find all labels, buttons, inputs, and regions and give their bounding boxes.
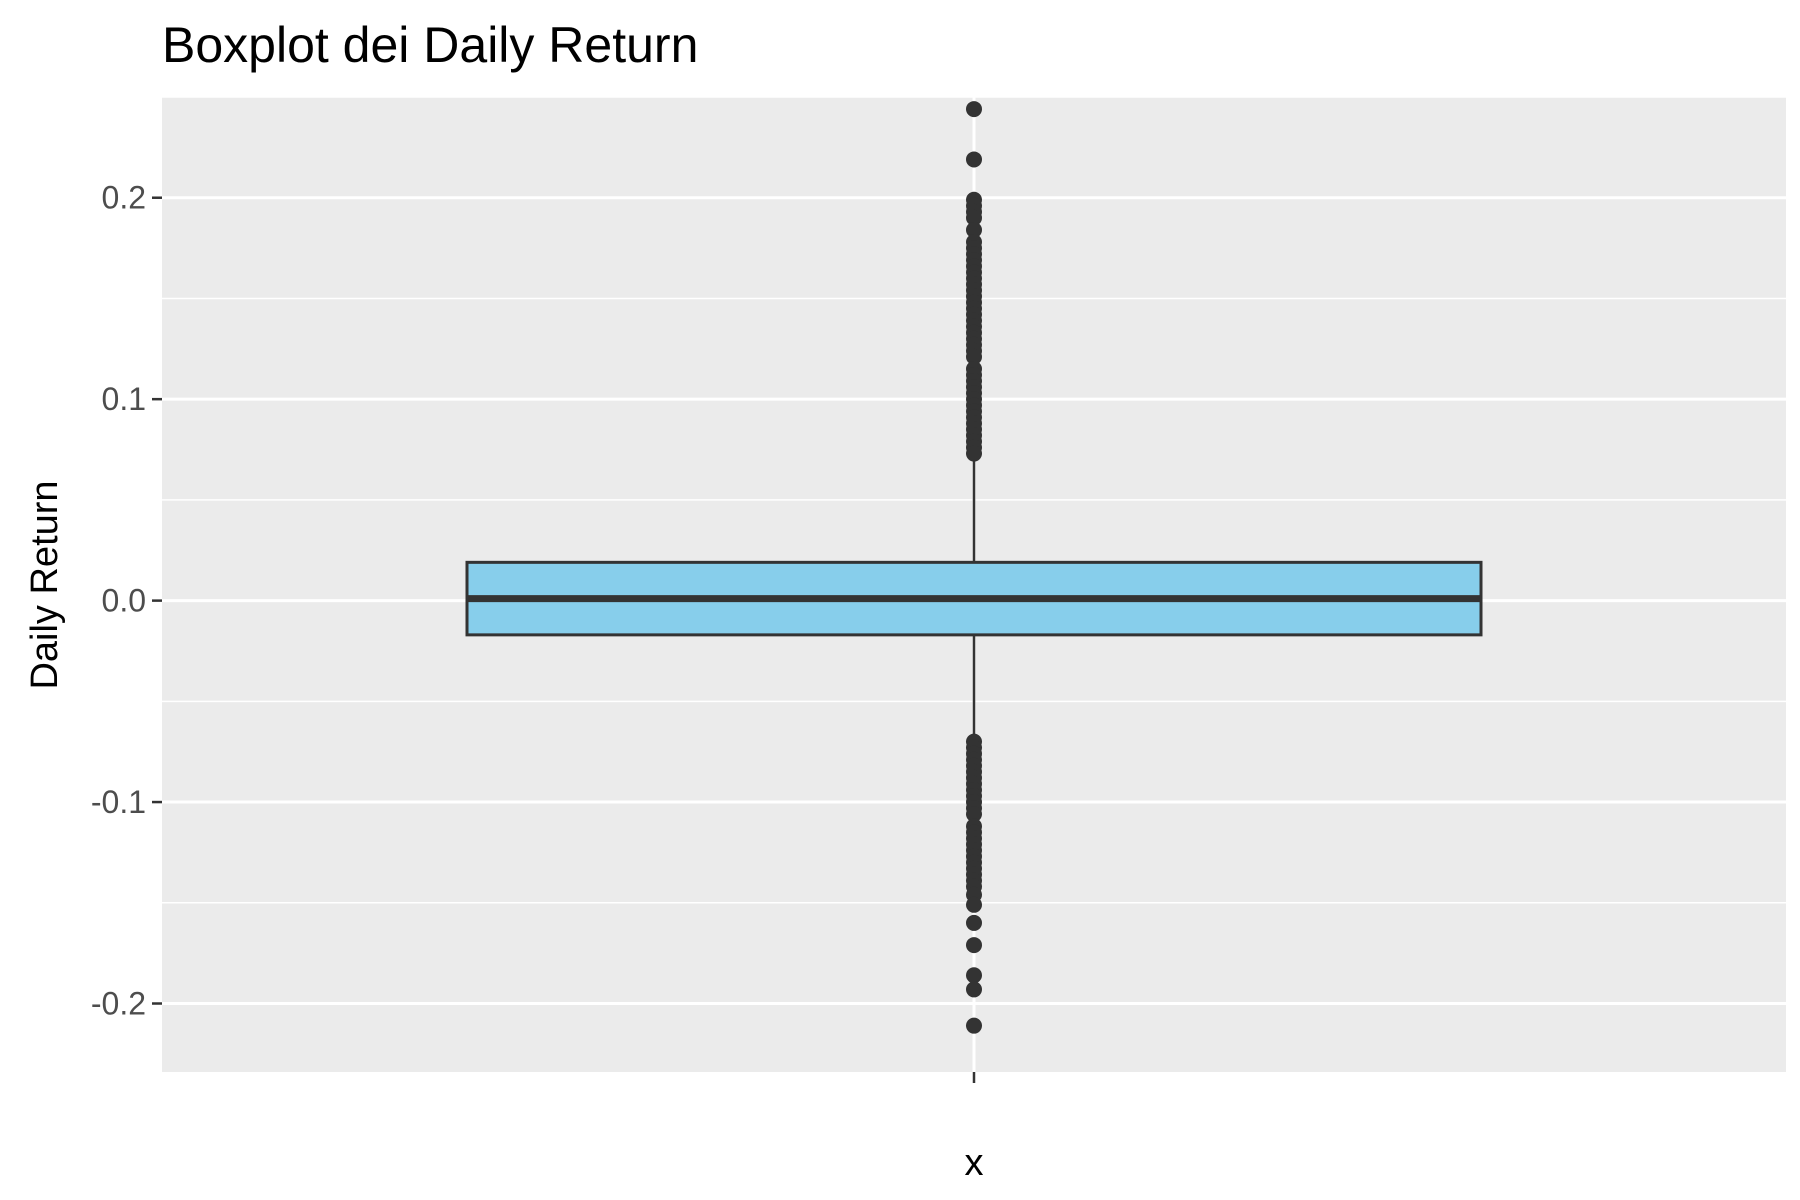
outlier-points — [966, 101, 982, 1034]
chart-title: Boxplot dei Daily Return — [162, 17, 698, 73]
y-tick-label: 0.0 — [102, 583, 146, 619]
outlier-point — [966, 937, 982, 954]
y-axis-tick-labels: -0.2 -0.1 0.0 0.1 0.2 — [91, 180, 146, 1022]
y-tick-label: -0.1 — [91, 784, 146, 820]
outlier-point — [966, 151, 982, 168]
y-tick-label: -0.2 — [91, 986, 146, 1022]
y-tick-label: 0.2 — [102, 180, 146, 216]
boxplot — [465, 455, 1483, 740]
x-axis-title: x — [965, 1142, 984, 1184]
outlier-point — [966, 914, 982, 931]
y-axis-title: Daily Return — [24, 480, 66, 689]
outlier-point — [966, 101, 982, 118]
y-tick-label: 0.1 — [102, 381, 146, 417]
outlier-point — [966, 348, 982, 365]
outlier-point — [966, 209, 982, 226]
y-axis-ticks — [152, 196, 162, 1005]
outlier-point — [966, 806, 982, 823]
outlier-point — [966, 967, 982, 984]
outlier-point — [966, 896, 982, 913]
outlier-point — [966, 445, 982, 462]
outlier-point — [966, 981, 982, 998]
outlier-point — [966, 1017, 982, 1034]
outlier-point — [966, 221, 982, 238]
